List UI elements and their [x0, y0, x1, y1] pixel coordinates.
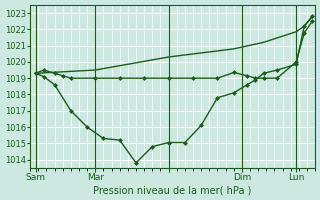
X-axis label: Pression niveau de la mer( hPa ): Pression niveau de la mer( hPa )	[93, 185, 252, 195]
